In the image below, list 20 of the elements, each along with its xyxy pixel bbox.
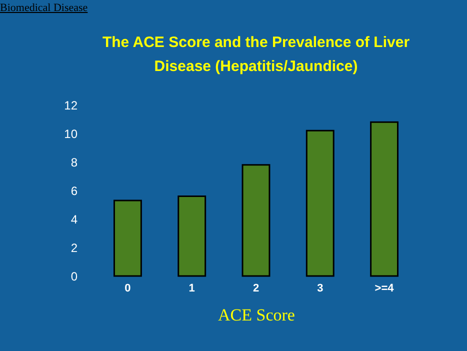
- y-tick-label: 0: [70, 270, 78, 284]
- bar: [178, 195, 206, 277]
- y-tick-label: 8: [70, 156, 78, 170]
- y-tick-label: 12: [64, 98, 78, 112]
- bar: [306, 130, 334, 277]
- y-tick-label: 10: [64, 127, 78, 141]
- y-tick-label: 2: [70, 241, 78, 255]
- x-tick-label: 1: [188, 282, 195, 294]
- x-axis-title: ACE Score: [218, 306, 295, 324]
- bar: [242, 164, 270, 277]
- header-note: Biomedical Disease: [0, 2, 88, 14]
- y-tick-label: 6: [70, 184, 78, 198]
- x-tick-label: 0: [124, 282, 131, 294]
- x-tick-label: >=4: [374, 282, 395, 294]
- bar: [113, 200, 142, 277]
- y-tick-label: 4: [70, 212, 78, 226]
- x-tick-label: 3: [317, 282, 324, 294]
- bar: [370, 121, 399, 277]
- chart-title: The ACE Score and the Prevalence of Liver Disease (Hepatitis/Jaundice): [102, 34, 410, 75]
- x-tick-label: 2: [252, 282, 260, 294]
